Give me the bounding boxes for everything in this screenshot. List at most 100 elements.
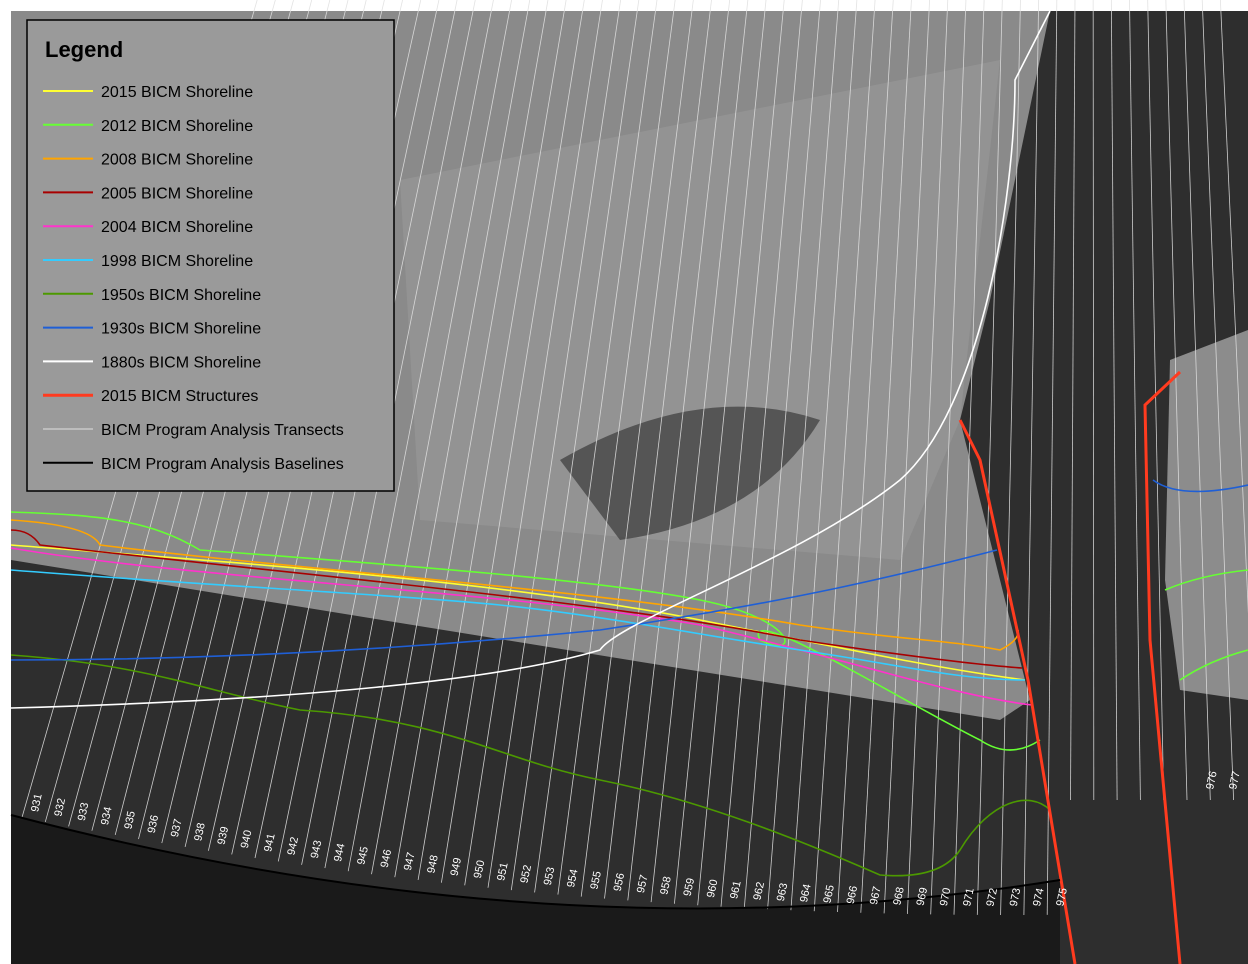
transect <box>557 0 676 895</box>
transect-label: 945 <box>355 845 371 865</box>
transect <box>604 0 712 899</box>
transect-labels: 931 932 933 934 935 936 937 938 939 940 941 942 943 9… <box>29 770 1243 907</box>
legend-label: BICM Program Analysis Transects <box>101 422 344 439</box>
transect <box>464 0 603 886</box>
transect-label: 968 <box>891 886 907 906</box>
transect <box>324 0 494 869</box>
transect <box>394 0 549 878</box>
transect <box>743 0 821 908</box>
transect <box>1147 0 1165 801</box>
transect-label: 974 <box>1031 887 1047 907</box>
shoreline <box>10 529 1023 669</box>
transect <box>1000 0 1021 915</box>
legend-title: Legend <box>45 37 123 62</box>
transect-label: 958 <box>658 875 674 895</box>
transect-label: 959 <box>682 877 698 897</box>
legend-label: 2004 BICM Shoreline <box>101 219 253 236</box>
shoreline <box>10 654 1051 877</box>
transect <box>860 0 912 913</box>
transect-label: 967 <box>868 885 884 905</box>
transect-label: 972 <box>984 887 1000 907</box>
legend-label: 2015 BICM Structures <box>101 388 258 405</box>
transect <box>650 0 749 903</box>
transect <box>790 0 858 911</box>
transect <box>1219 0 1248 614</box>
transect-label: 977 <box>1227 770 1243 790</box>
transect-label: 948 <box>425 854 441 874</box>
transect <box>1046 0 1058 915</box>
transect-label: 975 <box>1054 887 1070 907</box>
baseline <box>10 814 1061 910</box>
transect-label: 943 <box>309 839 325 859</box>
shoreline <box>1164 569 1248 591</box>
transect-label: 944 <box>332 842 348 862</box>
legend-label: 1930s BICM Shoreline <box>101 321 261 338</box>
transect-label: 936 <box>146 814 162 834</box>
transect-label: 941 <box>262 833 278 853</box>
transect-label: 965 <box>821 884 837 904</box>
transect-label: 953 <box>542 866 558 886</box>
transect <box>1070 0 1076 801</box>
marsh <box>400 60 1000 560</box>
transect <box>1023 0 1040 915</box>
transect-label: 931 <box>29 793 45 813</box>
transect-label: 942 <box>285 836 301 856</box>
transect-label: 934 <box>99 806 115 826</box>
transect-label: 939 <box>216 825 232 845</box>
legend-box <box>26 19 395 492</box>
transect-label: 947 <box>402 851 418 871</box>
legend-label: 1950s BICM Shoreline <box>101 287 261 304</box>
transect-label: 938 <box>192 822 208 842</box>
transect-label: 940 <box>239 829 255 849</box>
outer-water <box>11 815 1060 964</box>
transect-label: 960 <box>705 878 721 898</box>
transect <box>837 0 894 913</box>
transect-label: 970 <box>938 887 954 907</box>
legend-label: 2015 BICM Shoreline <box>101 84 253 101</box>
legend-label: 1998 BICM Shoreline <box>101 253 253 270</box>
transect-label: 954 <box>565 868 581 888</box>
legend-label: 2005 BICM Shoreline <box>101 185 253 202</box>
transect-label: 961 <box>728 880 744 900</box>
transect-label: 976 <box>1204 770 1220 790</box>
transect <box>767 0 840 910</box>
transect-label: 969 <box>915 886 931 906</box>
transect-label: 952 <box>518 864 534 884</box>
transect-label: 956 <box>612 872 628 892</box>
transect <box>1129 0 1141 801</box>
transect-label: 951 <box>495 862 511 882</box>
transect <box>976 0 1003 915</box>
transect-label: 962 <box>751 881 767 901</box>
legend-label: 1880s BICM Shoreline <box>101 354 261 371</box>
shoreline <box>10 10 1051 709</box>
transect <box>347 0 512 872</box>
transect-label: 949 <box>449 857 465 877</box>
shoreline <box>958 419 1077 964</box>
transect <box>813 0 876 912</box>
transect <box>627 0 731 901</box>
shoreline <box>1143 370 1182 964</box>
shorelines <box>10 10 1248 964</box>
shoreline <box>10 547 1033 706</box>
transect-label: 946 <box>379 848 395 868</box>
transect-label: 963 <box>775 882 791 902</box>
transect <box>697 0 785 906</box>
transect <box>907 0 949 914</box>
transect <box>580 0 694 897</box>
shoreline <box>10 544 1026 681</box>
transect <box>953 0 985 915</box>
legend-label: BICM Program Analysis Baselines <box>101 456 344 473</box>
transect-label: 973 <box>1008 887 1024 907</box>
transect <box>510 0 640 891</box>
transect <box>883 0 930 914</box>
transect-label: 957 <box>635 874 651 894</box>
legend: Legend 2015 BICM Shoreline 2012 BICM Shor… <box>26 19 395 492</box>
shoreline <box>10 549 998 661</box>
transect-label: 937 <box>169 818 185 838</box>
transect <box>1165 0 1188 801</box>
shoreline <box>10 569 1026 681</box>
pond <box>560 406 820 540</box>
shoreline <box>1152 479 1248 493</box>
transect <box>1183 0 1211 801</box>
